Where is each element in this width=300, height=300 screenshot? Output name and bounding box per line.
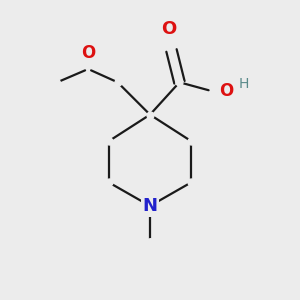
Text: O: O bbox=[81, 44, 95, 62]
Text: O: O bbox=[161, 20, 177, 38]
Text: O: O bbox=[219, 82, 233, 100]
Text: N: N bbox=[142, 197, 158, 215]
Text: H: H bbox=[239, 77, 249, 91]
